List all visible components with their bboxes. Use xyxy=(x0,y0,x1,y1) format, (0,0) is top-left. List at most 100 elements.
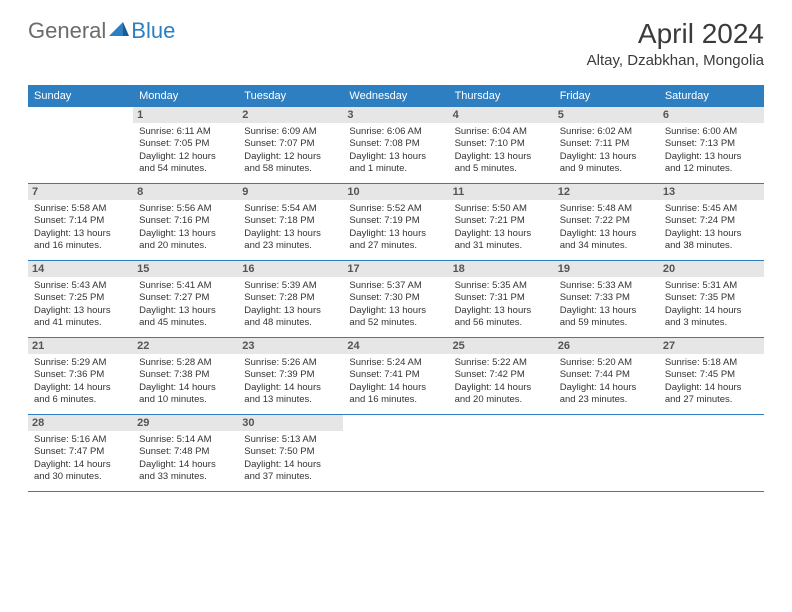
sunset-value: 7:33 PM xyxy=(595,292,630,303)
day-cell xyxy=(343,415,448,491)
sunrise-label: Sunrise: xyxy=(34,357,69,368)
sunset-value: 7:30 PM xyxy=(384,292,419,303)
day-number: 6 xyxy=(659,107,764,123)
daylight-label: Daylight: xyxy=(349,151,386,162)
sunset-label: Sunset: xyxy=(349,369,381,380)
sun-info: Sunrise: 5:18 AM Sunset: 7:45 PM Daylight:… xyxy=(665,357,758,406)
day-number: 11 xyxy=(449,184,554,200)
sunset-label: Sunset: xyxy=(349,138,381,149)
sunset-value: 7:13 PM xyxy=(700,138,735,149)
sun-info: Sunrise: 6:06 AMSunset: 7:08 PMDaylight:… xyxy=(349,126,442,175)
sunset-label: Sunset: xyxy=(455,292,487,303)
sunrise-value: 5:43 AM xyxy=(72,280,107,291)
day-cell: 21Sunrise: 5:29 AMSunset: 7:36 PMDayligh… xyxy=(28,338,133,414)
logo-word2: Blue xyxy=(131,18,175,44)
sunrise-value: 5:39 AM xyxy=(282,280,317,291)
daylight-label: Daylight: xyxy=(455,228,492,239)
day-number: 24 xyxy=(343,338,448,354)
sunset-value: 7:11 PM xyxy=(595,138,630,149)
sun-info: Sunrise: 6:11 AMSunset: 7:05 PMDaylight:… xyxy=(139,126,232,175)
daylight-label: Daylight: xyxy=(139,459,176,470)
daylight-label: Daylight: xyxy=(34,382,71,393)
sunset-value: 7:27 PM xyxy=(174,292,209,303)
day-cell: 29Sunrise: 5:14 AMSunset: 7:48 PMDayligh… xyxy=(133,415,238,491)
day-number: 15 xyxy=(133,261,238,277)
day-cell: 3Sunrise: 6:06 AMSunset: 7:08 PMDaylight… xyxy=(343,107,448,183)
sunset-label: Sunset: xyxy=(139,369,171,380)
sunrise-label: Sunrise: xyxy=(665,280,700,291)
day-cell: 1Sunrise: 6:11 AMSunset: 7:05 PMDaylight… xyxy=(133,107,238,183)
daylight-label: Daylight: xyxy=(560,382,597,393)
sunset-value: 7:50 PM xyxy=(279,446,314,457)
sunrise-label: Sunrise: xyxy=(244,434,279,445)
sunset-value: 7:25 PM xyxy=(69,292,104,303)
sunset-value: 7:45 PM xyxy=(700,369,735,380)
sunset-label: Sunset: xyxy=(455,138,487,149)
sunrise-label: Sunrise: xyxy=(139,280,174,291)
sunset-label: Sunset: xyxy=(244,138,276,149)
sunset-value: 7:07 PM xyxy=(279,138,314,149)
sunrise-label: Sunrise: xyxy=(665,357,700,368)
sun-info: Sunrise: 5:20 AMSunset: 7:44 PMDaylight:… xyxy=(560,357,653,406)
sunrise-value: 5:50 AM xyxy=(492,203,527,214)
sunset-label: Sunset: xyxy=(244,446,276,457)
sunset-value: 7:22 PM xyxy=(595,215,630,226)
daylight-label: Daylight: xyxy=(139,151,176,162)
day-header: Friday xyxy=(554,86,659,107)
sunset-value: 7:05 PM xyxy=(174,138,209,149)
sunset-label: Sunset: xyxy=(139,215,171,226)
daylight-label: Daylight: xyxy=(665,305,702,316)
sunrise-value: 5:20 AM xyxy=(597,357,632,368)
daylight-label: Daylight: xyxy=(139,228,176,239)
daylight-label: Daylight: xyxy=(665,382,702,393)
day-header-row: SundayMondayTuesdayWednesdayThursdayFrid… xyxy=(28,86,764,107)
week-row: 14 Sunrise: 5:43 AM Sunset: 7:25 PM Dayligh… xyxy=(28,261,764,338)
sunset-label: Sunset: xyxy=(560,292,592,303)
sun-info: Sunrise: 5:37 AMSunset: 7:30 PMDaylight:… xyxy=(349,280,442,329)
day-cell: 18Sunrise: 5:35 AMSunset: 7:31 PMDayligh… xyxy=(449,261,554,337)
daylight-label: Daylight: xyxy=(560,228,597,239)
sun-info: Sunrise: 6:00 AMSunset: 7:13 PMDaylight:… xyxy=(665,126,758,175)
sun-info: Sunrise: 5:58 AMSunset: 7:14 PMDaylight:… xyxy=(34,203,127,252)
sun-info: Sunrise: 5:31 AMSunset: 7:35 PMDaylight:… xyxy=(665,280,758,329)
sunrise-value: 5:29 AM xyxy=(72,357,107,368)
sunrise-value: 6:06 AM xyxy=(387,126,422,137)
sunset-label: Sunset: xyxy=(349,215,381,226)
sun-info: Sunrise: 5:26 AMSunset: 7:39 PMDaylight:… xyxy=(244,357,337,406)
day-cell xyxy=(28,107,133,183)
sunrise-value: 6:09 AM xyxy=(282,126,317,137)
sunset-value: 7:16 PM xyxy=(174,215,209,226)
daylight-label: Daylight: xyxy=(244,228,281,239)
sunset-label: Sunset: xyxy=(560,369,592,380)
day-cell: 23Sunrise: 5:26 AMSunset: 7:39 PMDayligh… xyxy=(238,338,343,414)
sunrise-label: Sunrise: xyxy=(244,357,279,368)
day-cell: 27Sunrise: 5:18 AMSunset: 7:45 PMDayligh… xyxy=(659,338,764,414)
day-number: 14 xyxy=(28,261,133,277)
day-number: 4 xyxy=(449,107,554,123)
sun-info: Sunrise: 5:16 AMSunset: 7:47 PMDaylight:… xyxy=(34,434,127,483)
daylight-label: Daylight: xyxy=(244,151,281,162)
sun-info: Sunrise: 5:28 AMSunset: 7:38 PMDaylight:… xyxy=(139,357,232,406)
daylight-label: Daylight: xyxy=(139,382,176,393)
page-title: April 2024 xyxy=(587,18,764,50)
header: General Blue April 2024 Altay, Dzabkhan,… xyxy=(0,0,792,79)
sunset-label: Sunset: xyxy=(665,369,697,380)
sunrise-value: 5:41 AM xyxy=(177,280,212,291)
sunrise-label: Sunrise: xyxy=(349,203,384,214)
day-header: Tuesday xyxy=(238,86,343,107)
sunrise-value: 5:18 AM xyxy=(702,357,737,368)
title-block: April 2024 Altay, Dzabkhan, Mongolia xyxy=(587,18,764,69)
day-cell: 19Sunrise: 5:33 AMSunset: 7:33 PMDayligh… xyxy=(554,261,659,337)
sunset-value: 7:31 PM xyxy=(489,292,524,303)
sunset-label: Sunset: xyxy=(139,292,171,303)
sunset-label: Sunset: xyxy=(560,215,592,226)
sunset-value: 7:38 PM xyxy=(174,369,209,380)
sunrise-label: Sunrise: xyxy=(349,280,384,291)
sunrise-label: Sunrise: xyxy=(139,203,174,214)
sunset-value: 7:48 PM xyxy=(174,446,209,457)
day-number: 8 xyxy=(133,184,238,200)
sunrise-value: 5:28 AM xyxy=(177,357,212,368)
day-cell: 14Sunrise: 5:43 AMSunset: 7:25 PMDayligh… xyxy=(28,261,133,337)
sun-info: Sunrise: 5:14 AMSunset: 7:48 PMDaylight:… xyxy=(139,434,232,483)
sun-info: Sunrise: 5:48 AMSunset: 7:22 PMDaylight:… xyxy=(560,203,653,252)
